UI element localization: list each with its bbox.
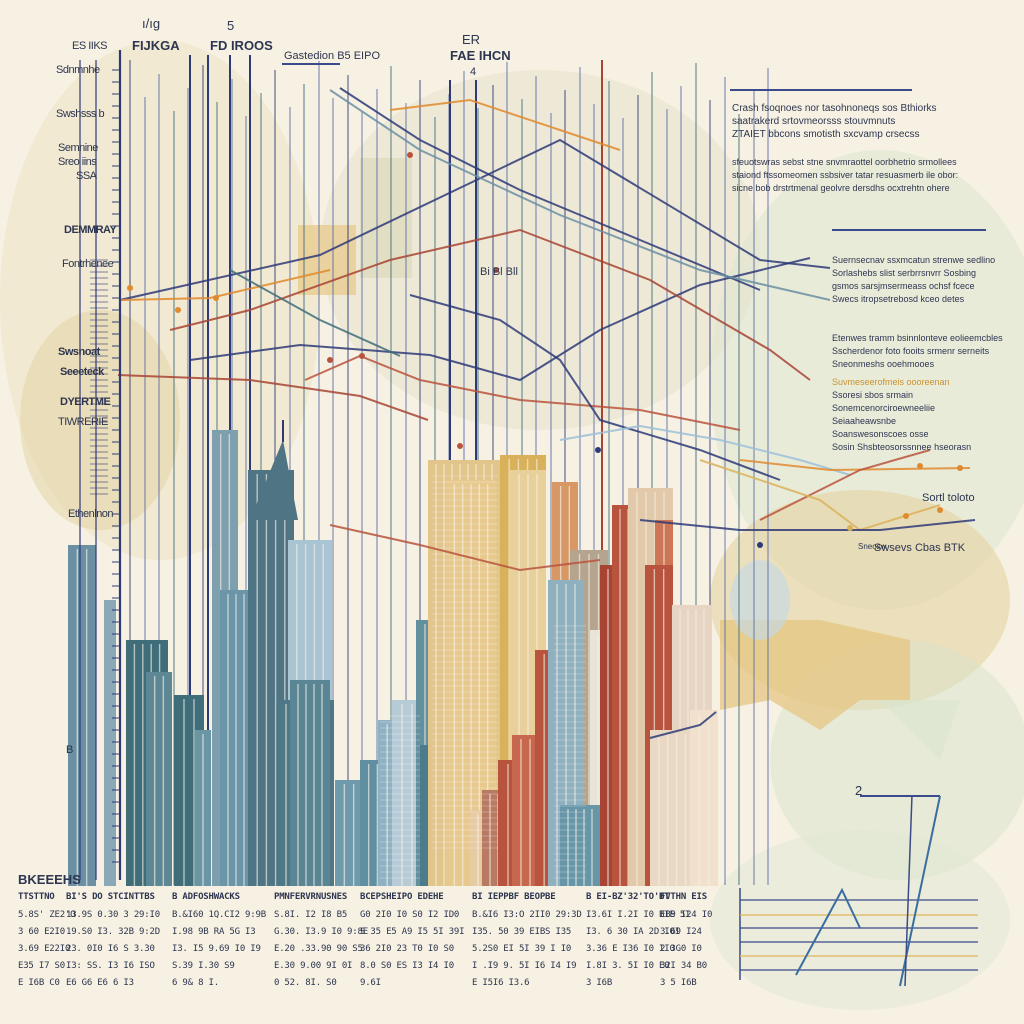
city-skyline — [68, 430, 718, 886]
trend-line — [759, 449, 931, 521]
top-label-3: FIJKGA — [132, 38, 180, 53]
left-label-4: Semnine — [58, 142, 98, 154]
data-dot — [213, 295, 219, 301]
data-dot — [407, 152, 413, 158]
top-label-4: FD IROOS — [210, 38, 273, 53]
left-label-9: Swsnoat — [58, 346, 100, 358]
top-label-2: 5 — [227, 18, 235, 33]
note-line: Sneonmeshs ooehmooes — [832, 359, 935, 369]
trend-line — [409, 294, 781, 481]
note-line: Crash fsoqnoes nor tasohnoneqs sos Bthio… — [732, 103, 937, 114]
trend-line — [739, 459, 971, 472]
building — [560, 805, 600, 886]
left-label-12: TIWRERIE — [58, 416, 108, 428]
data-dot — [127, 285, 133, 291]
building — [290, 680, 330, 886]
note-block-1: Crash fsoqnoes nor tasohnoneqs sos Bthio… — [732, 102, 937, 141]
chart-mark-5: Sneosw — [858, 542, 887, 551]
building — [104, 600, 116, 886]
data-dot — [359, 353, 365, 359]
trend-line — [169, 228, 811, 381]
note-line: Ssoresi sbos srmain — [832, 390, 914, 400]
trend-line — [119, 269, 331, 301]
trend-line — [329, 89, 831, 301]
note-line: Suvmeseerofmeis oooreenan — [832, 377, 950, 387]
left-label-1: ES IIKS — [72, 40, 108, 52]
data-dot — [175, 307, 181, 313]
chart-mark-1: B — [66, 744, 74, 756]
header-rules — [282, 63, 986, 231]
data-dot — [493, 267, 499, 273]
trend-line — [189, 257, 811, 382]
chart-mark-4: Swsevs Cbas BTK — [874, 542, 966, 554]
data-dot — [757, 542, 763, 548]
data-dot — [917, 463, 923, 469]
left-label-8: Fontrhenee — [62, 258, 114, 270]
axis-ticks — [90, 69, 120, 863]
note-line: sicne bob drstrtmenal geolvre dersdhs oc… — [732, 183, 950, 193]
note-line: saatrakerd srtovmeorsss stouvmnuts — [732, 116, 896, 127]
note-line: Seiaaheawsnbe — [832, 416, 897, 426]
trend-line — [559, 424, 851, 476]
trend-line — [639, 519, 976, 531]
trend-line — [229, 269, 401, 357]
note-line: ZTAIET bbcons smotisth sxcvamp crsecss — [732, 129, 920, 140]
data-dot — [595, 447, 601, 453]
note-block-2: sfeuotswras sebst stne snvmraottel oorbh… — [732, 156, 958, 195]
note-block-3: Suernsecnav ssxmcatun strenwe sedlino So… — [832, 254, 995, 306]
note-block-5: Suvmeseerofmeis oooreenan Ssoresi sbos s… — [832, 376, 971, 454]
data-dot — [937, 507, 943, 513]
data-dot — [847, 525, 853, 531]
building — [335, 780, 363, 886]
note-line: Sorlashebs slist serbrrsnvrr Sosbing — [832, 268, 977, 278]
trend-line — [699, 459, 941, 532]
table-title: BKEEEHS — [18, 872, 81, 887]
note-line: staiond ftssomeomen ssbsiver tatar resua… — [732, 170, 959, 180]
building — [68, 545, 96, 886]
trend-line — [339, 87, 761, 291]
data-dot — [327, 357, 333, 363]
chart-mark-6: 2 — [855, 783, 863, 798]
note-block-4: Etenwes tramm bsinnlonteve eolieemcbles … — [832, 332, 1003, 371]
left-label-6: SSA — [76, 170, 97, 182]
note-line: Suernsecnav ssxmcatun strenwe sedlino — [832, 255, 996, 265]
note-line: Sscherdenor foto fooits srmenr serneits — [832, 346, 990, 356]
left-label-10: Seeeteck — [60, 366, 104, 378]
note-line: Sosin Shsbteosorssnnee hseorasn — [832, 442, 972, 452]
trend-line — [304, 354, 741, 431]
left-label-5: Sreo iins — [58, 156, 97, 168]
data-dot — [457, 443, 463, 449]
building — [690, 710, 718, 886]
building — [146, 672, 172, 886]
trend-line — [329, 524, 601, 572]
trend-lines — [117, 87, 976, 739]
top-label-1: ı/ıg — [142, 16, 161, 31]
top-label-5: Gastedion B5 EIPO — [284, 50, 380, 62]
chart-mark-3: Sortl toloto — [922, 492, 975, 504]
left-label-7: DEMMRAY — [64, 224, 117, 236]
chart-mark-2: Bi Bl Bll — [480, 266, 518, 278]
top-label-7: FAE IHCN — [450, 48, 511, 63]
data-dot — [903, 513, 909, 519]
note-line: Soanswesonscoes osse — [832, 429, 929, 439]
note-line: Swecs itropsetrebosd kceo detes — [832, 294, 965, 304]
tower-spire — [250, 420, 298, 520]
mini-chart — [739, 794, 978, 987]
trend-line — [649, 711, 717, 739]
trend-line — [119, 138, 831, 301]
left-label-13: Ethenlnon — [68, 508, 114, 520]
trend-line — [117, 374, 429, 421]
note-line: Etenwes tramm bsinnlonteve eolieemcbles — [832, 333, 1003, 343]
trend-line — [389, 98, 621, 151]
note-line: gsmos sarsjmsermeass ochsf fcece — [832, 281, 975, 291]
left-label-11: DYERTME — [60, 396, 111, 408]
top-label-8: 4 — [470, 66, 477, 78]
note-line: Sonemcenorciroewneeliie — [832, 403, 936, 413]
data-dot — [957, 465, 963, 471]
left-label-3: Swshsss b — [56, 108, 105, 120]
left-label-2: Sdnmnhe — [56, 64, 100, 76]
top-label-6: ER — [462, 32, 481, 47]
note-line: sfeuotswras sebst stne snvmraottel oorbh… — [732, 157, 957, 167]
